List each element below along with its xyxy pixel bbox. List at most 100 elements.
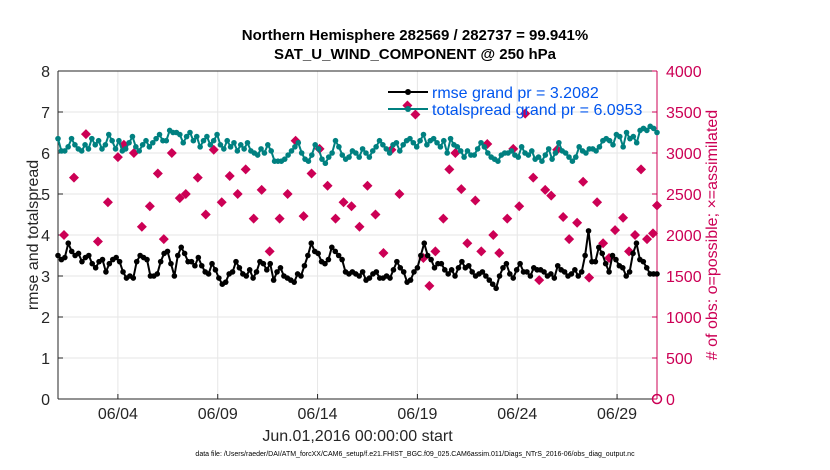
rmse-marker xyxy=(229,269,236,275)
spread-marker xyxy=(95,137,102,144)
obs-assimilated-marker xyxy=(282,189,293,199)
spread-marker xyxy=(288,148,295,154)
rmse-marker xyxy=(79,258,85,265)
spread-marker xyxy=(322,160,329,167)
obs-assimilated-marker xyxy=(144,201,155,212)
obs-assimilated-marker xyxy=(648,228,659,239)
spread-marker xyxy=(481,144,488,150)
rmse-marker xyxy=(267,260,274,267)
rmse-marker xyxy=(551,275,558,281)
rmse-marker xyxy=(428,256,434,263)
obs-assimilated-marker xyxy=(354,221,365,232)
rmse-marker xyxy=(572,267,578,273)
spread-marker xyxy=(204,133,210,140)
y-tick-label-left: 7 xyxy=(41,105,50,122)
rmse-marker xyxy=(89,260,96,267)
spread-marker xyxy=(227,144,234,150)
rmse-marker xyxy=(325,256,332,263)
obs-assimilated-marker xyxy=(528,172,539,183)
spread-marker xyxy=(122,146,129,152)
rmse-marker xyxy=(65,240,72,246)
spread-marker xyxy=(315,146,322,152)
spread-marker xyxy=(397,148,403,154)
rmse-marker xyxy=(168,260,174,267)
obs-assimilated-marker xyxy=(216,197,227,208)
rmse-marker xyxy=(260,260,267,267)
rmse-marker xyxy=(233,258,239,265)
spread-marker xyxy=(464,148,471,154)
obs-assimilated-marker xyxy=(584,272,595,283)
rmse-marker xyxy=(394,258,400,265)
spread-marker xyxy=(620,144,626,150)
rmse-marker xyxy=(106,260,113,267)
y-axis-title-right: # of obs: o=possible; ×=assimilated xyxy=(704,110,721,360)
obs-assimilated-marker xyxy=(572,217,583,228)
spread-marker xyxy=(471,152,478,158)
spread-marker xyxy=(383,146,390,152)
obs-assimilated-marker xyxy=(444,164,455,175)
spread-marker xyxy=(447,135,454,142)
rmse-marker xyxy=(585,228,592,234)
rmse-marker xyxy=(654,271,660,277)
rmse-marker xyxy=(527,273,534,279)
rmse-marker xyxy=(62,254,68,261)
obs-assimilated-marker xyxy=(232,189,243,199)
rmse-marker xyxy=(431,265,438,271)
rmse-marker xyxy=(178,244,185,251)
rmse-marker xyxy=(157,258,164,265)
spread-marker xyxy=(187,129,193,136)
spread-marker xyxy=(474,146,481,152)
rmse-marker xyxy=(459,258,465,265)
rmse-marker xyxy=(366,275,373,281)
rmse-marker xyxy=(212,267,219,273)
rmse-marker xyxy=(301,262,308,269)
spread-marker xyxy=(363,150,369,156)
spread-marker xyxy=(386,150,393,156)
spread-marker xyxy=(569,158,576,164)
rmse-marker xyxy=(113,254,119,261)
spread-marker xyxy=(332,137,339,144)
obs-assimilated-marker xyxy=(248,213,259,224)
rmse-marker xyxy=(277,265,284,271)
obs-assimilated-marker xyxy=(174,193,185,204)
spread-marker xyxy=(200,137,207,144)
spread-marker xyxy=(281,156,288,162)
spread-marker xyxy=(99,146,105,152)
spread-marker xyxy=(183,133,190,140)
obs-assimilated-marker xyxy=(158,234,169,245)
spread-marker xyxy=(325,154,332,160)
rmse-marker xyxy=(496,273,503,279)
spread-marker xyxy=(583,150,589,156)
rmse-marker xyxy=(75,250,82,257)
y-tick-label-right: 2000 xyxy=(666,228,702,245)
rmse-marker xyxy=(250,275,256,281)
spread-marker xyxy=(610,142,616,148)
spread-marker xyxy=(359,146,366,152)
obs-assimilated-marker xyxy=(338,197,349,208)
rmse-marker xyxy=(513,267,520,273)
y-tick-label-right: 3000 xyxy=(666,146,702,163)
rmse-marker xyxy=(448,267,455,273)
spread-marker xyxy=(292,144,298,150)
obs-assimilated-marker xyxy=(128,148,139,158)
rmse-marker xyxy=(120,269,126,275)
spread-marker xyxy=(346,154,352,160)
rmse-marker xyxy=(424,252,431,259)
spread-marker xyxy=(376,137,383,144)
rmse-marker xyxy=(517,260,523,267)
rmse-marker xyxy=(619,265,626,271)
spread-marker xyxy=(353,150,359,156)
spread-marker xyxy=(430,135,437,142)
spread-marker xyxy=(336,144,342,150)
spread-marker xyxy=(265,142,271,148)
spread-marker xyxy=(109,137,115,144)
spread-marker xyxy=(139,142,146,148)
rmse-marker xyxy=(270,277,277,283)
rmse-marker xyxy=(483,273,489,279)
obs-assimilated-marker xyxy=(476,246,487,257)
rmse-marker xyxy=(452,273,458,279)
x-tick-label: 06/14 xyxy=(298,406,338,423)
rmse-marker xyxy=(188,258,195,265)
rmse-marker xyxy=(205,271,212,277)
